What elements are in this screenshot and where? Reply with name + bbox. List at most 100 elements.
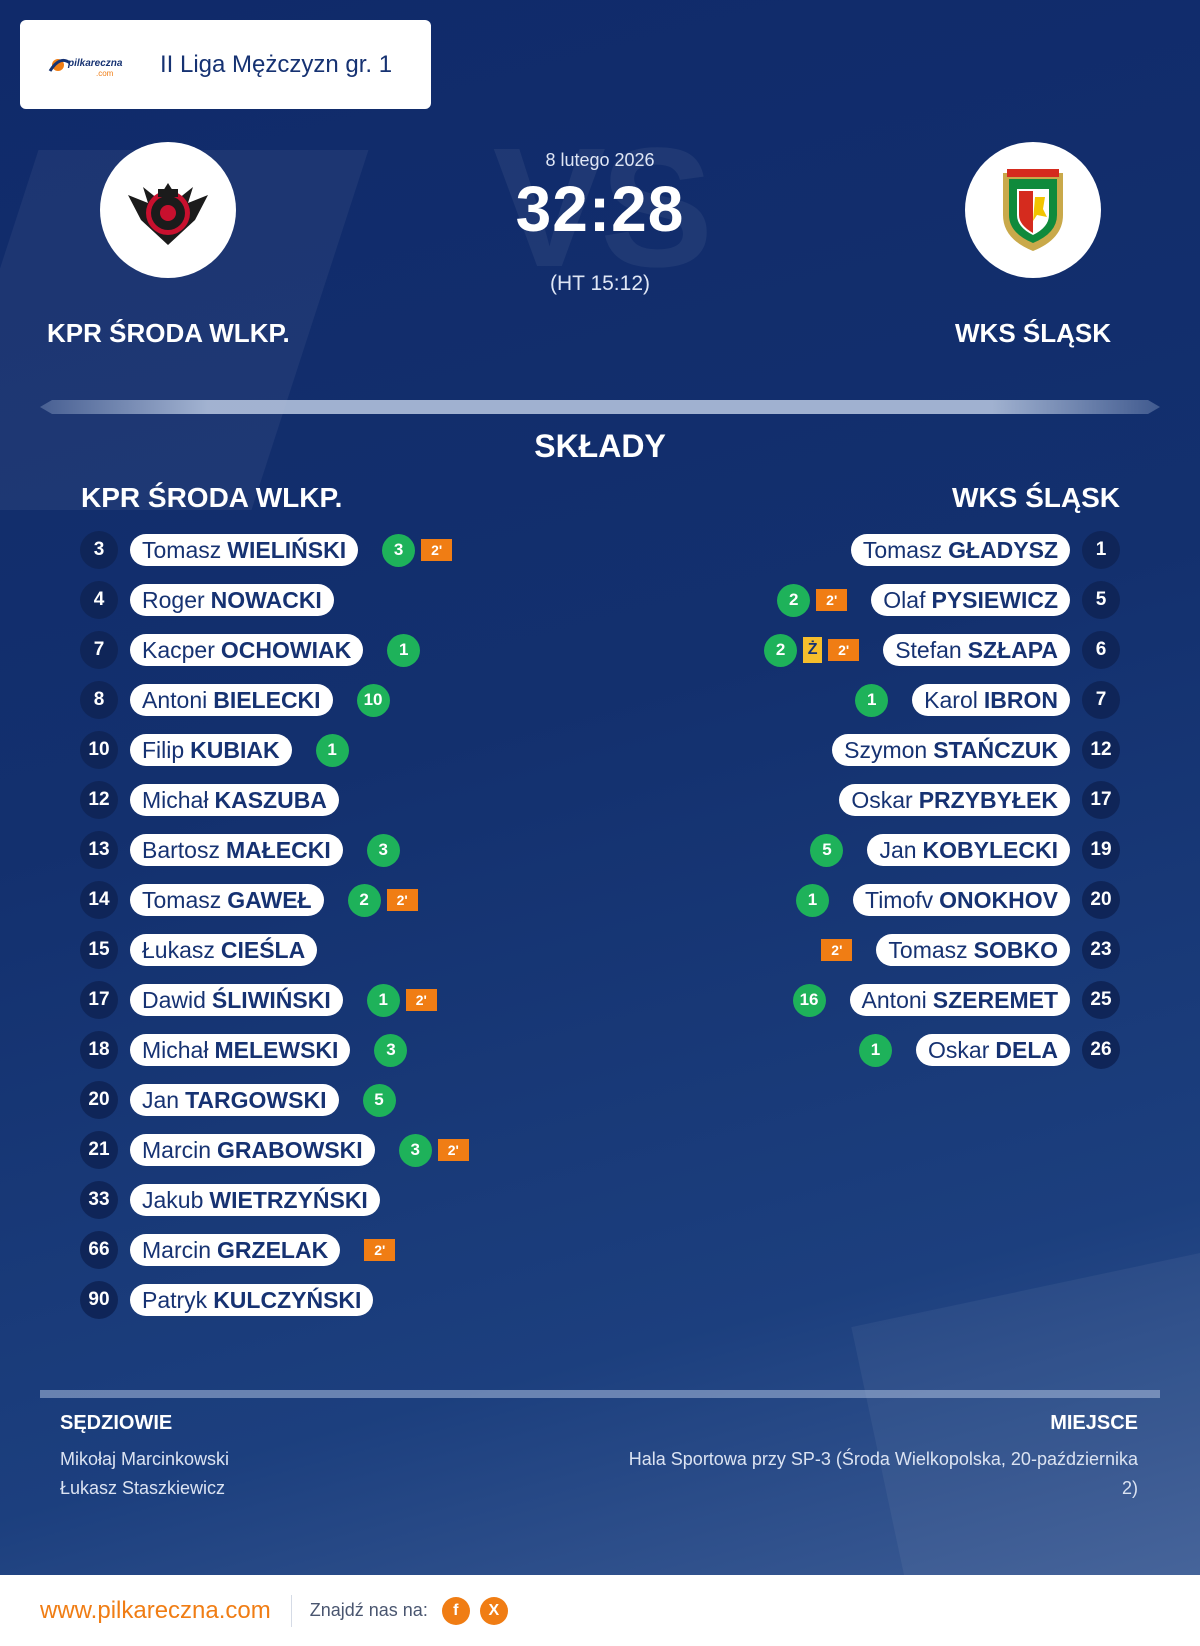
player-row: 66 Marcin GRZELAK 2' bbox=[80, 1225, 469, 1275]
player-first-name: Łukasz bbox=[142, 936, 215, 963]
goals-badge: 3 bbox=[374, 1033, 408, 1067]
player-first-name: Michał bbox=[142, 1036, 209, 1063]
suspension-badge: 2' bbox=[364, 1239, 396, 1261]
player-last-name: GŁADYSZ bbox=[948, 536, 1058, 563]
player-last-name: PRZYBYŁEK bbox=[918, 786, 1058, 813]
player-name: Olaf PYSIEWICZ bbox=[871, 584, 1070, 616]
player-name: Marcin GRZELAK bbox=[130, 1234, 341, 1266]
player-stats: 1 bbox=[859, 1033, 893, 1067]
player-last-name: ŚLIWIŃSKI bbox=[211, 986, 331, 1013]
goals-badge: 3 bbox=[382, 533, 416, 567]
away-lineup-heading: WKS ŚLĄSK bbox=[952, 482, 1120, 513]
player-name: Tomasz GAWEŁ bbox=[130, 884, 324, 916]
shirt-number: 20 bbox=[80, 1081, 118, 1119]
player-row: 8 Antoni BIELECKI 10 bbox=[80, 675, 469, 725]
goals-badge: 1 bbox=[387, 633, 421, 667]
away-roster: Tomasz GŁADYSZ 1 2 2' Olaf PYSIEWICZ 5 2 Ż 2' Stefa… bbox=[764, 525, 1120, 1075]
player-name: Łukasz CIEŚLA bbox=[130, 934, 318, 966]
player-row: 2 Ż 2' Stefan SZŁAPA 6 bbox=[764, 625, 1120, 675]
player-row: 20 Jan TARGOWSKI 5 bbox=[80, 1075, 469, 1125]
player-row: 5 Jan KOBYLECKI 19 bbox=[764, 825, 1120, 875]
player-row: 18 Michał MELEWSKI 3 bbox=[80, 1025, 469, 1075]
goals-badge: 1 bbox=[315, 733, 349, 767]
player-first-name: Filip bbox=[142, 736, 185, 763]
half-time-score: (HT 15:12) bbox=[550, 272, 650, 295]
player-row: 2' Tomasz SOBKO 23 bbox=[764, 925, 1120, 975]
player-name: Kacper OCHOWIAK bbox=[130, 634, 364, 666]
shirt-number: 1 bbox=[1082, 531, 1120, 569]
player-stats: 3 bbox=[366, 833, 400, 867]
player-stats: 1 bbox=[387, 633, 421, 667]
goals-badge: 3 bbox=[398, 1133, 432, 1167]
goals-badge: 10 bbox=[356, 683, 390, 717]
player-stats: 2 2' bbox=[777, 583, 848, 617]
player-row: 1 Timofv ONOKHOV 20 bbox=[764, 875, 1120, 925]
suspension-badge: 2' bbox=[828, 639, 860, 661]
player-first-name: Marcin bbox=[142, 1136, 212, 1163]
player-first-name: Tomasz bbox=[142, 536, 222, 563]
player-first-name: Bartosz bbox=[142, 836, 220, 863]
player-stats: 1 bbox=[855, 683, 889, 717]
league-name: II Liga Mężczyzn gr. 1 bbox=[160, 50, 393, 78]
away-team-name: WKS ŚLĄSK bbox=[955, 318, 1111, 348]
player-row: 13 Bartosz MAŁECKI 3 bbox=[80, 825, 469, 875]
player-last-name: NOWACKI bbox=[210, 586, 322, 613]
player-name: Marcin GRABOWSKI bbox=[130, 1134, 375, 1166]
venue-section: MIEJSCE Hala Sportowa przy SP-3 (Środa W… bbox=[618, 1412, 1138, 1503]
shirt-number: 12 bbox=[80, 781, 118, 819]
player-first-name: Roger bbox=[142, 586, 205, 613]
player-last-name: WIETRZYŃSKI bbox=[209, 1186, 368, 1213]
goals-badge: 2 bbox=[347, 883, 381, 917]
player-row: 16 Antoni SZEREMET 25 bbox=[764, 975, 1120, 1025]
player-name: Jan TARGOWSKI bbox=[130, 1084, 339, 1116]
player-name: Roger NOWACKI bbox=[130, 584, 334, 616]
player-row: Oskar PRZYBYŁEK 17 bbox=[764, 775, 1120, 825]
svg-text:.com: .com bbox=[96, 69, 114, 78]
player-row: 10 Filip KUBIAK 1 bbox=[80, 725, 469, 775]
referee-name: Mikołaj Marcinkowski bbox=[60, 1449, 230, 1469]
player-row: 2 2' Olaf PYSIEWICZ 5 bbox=[764, 575, 1120, 625]
shirt-number: 18 bbox=[80, 1031, 118, 1069]
player-row: Szymon STAŃCZUK 12 bbox=[764, 725, 1120, 775]
player-name: Oskar PRZYBYŁEK bbox=[839, 784, 1070, 816]
decorative-shape bbox=[851, 1239, 1200, 1575]
shirt-number: 23 bbox=[1082, 931, 1120, 969]
shirt-number: 3 bbox=[80, 531, 118, 569]
player-stats: 5 bbox=[810, 833, 844, 867]
player-name: Karol IBRON bbox=[912, 684, 1070, 716]
player-first-name: Oskar bbox=[851, 786, 913, 813]
player-last-name: SZEREMET bbox=[932, 986, 1058, 1013]
divider bbox=[40, 1390, 1160, 1398]
player-row: 7 Kacper OCHOWIAK 1 bbox=[80, 625, 469, 675]
suspension-badge: 2' bbox=[437, 1139, 469, 1161]
pilkareczna-logo: pilkareczna .com bbox=[48, 45, 138, 85]
lineups-title: SKŁADY bbox=[534, 428, 666, 464]
player-last-name: ONOKHOV bbox=[939, 886, 1058, 913]
player-last-name: MELEWSKI bbox=[214, 1036, 339, 1063]
player-first-name: Kacper bbox=[142, 636, 215, 663]
player-first-name: Karol bbox=[924, 686, 978, 713]
shirt-number: 20 bbox=[1082, 881, 1120, 919]
player-last-name: GRZELAK bbox=[217, 1236, 329, 1263]
player-stats: 2' bbox=[364, 1239, 396, 1261]
player-stats: 5 bbox=[362, 1083, 396, 1117]
player-row: 33 Jakub WIETRZYŃSKI bbox=[80, 1175, 469, 1225]
shirt-number: 66 bbox=[80, 1231, 118, 1269]
player-last-name: KASZUBA bbox=[214, 786, 327, 813]
player-first-name: Jakub bbox=[142, 1186, 204, 1213]
player-last-name: CIEŚLA bbox=[220, 936, 306, 963]
player-row: 21 Marcin GRABOWSKI 3 2' bbox=[80, 1125, 469, 1175]
player-last-name: KULCZYŃSKI bbox=[213, 1286, 362, 1313]
player-first-name: Jan bbox=[879, 836, 917, 863]
x-icon[interactable]: X bbox=[479, 1596, 508, 1625]
player-name: Dawid ŚLIWIŃSKI bbox=[130, 984, 343, 1016]
player-row: 3 Tomasz WIELIŃSKI 3 2' bbox=[80, 525, 469, 575]
facebook-icon[interactable]: f bbox=[441, 1596, 470, 1625]
goals-badge: 2 bbox=[764, 633, 798, 667]
player-first-name: Tomasz bbox=[142, 886, 222, 913]
shirt-number: 12 bbox=[1082, 731, 1120, 769]
player-first-name: Antoni bbox=[861, 986, 927, 1013]
website-link[interactable]: www.pilkareczna.com bbox=[40, 1596, 271, 1624]
footer-divider bbox=[290, 1594, 292, 1627]
slask-crest-icon bbox=[965, 142, 1101, 278]
